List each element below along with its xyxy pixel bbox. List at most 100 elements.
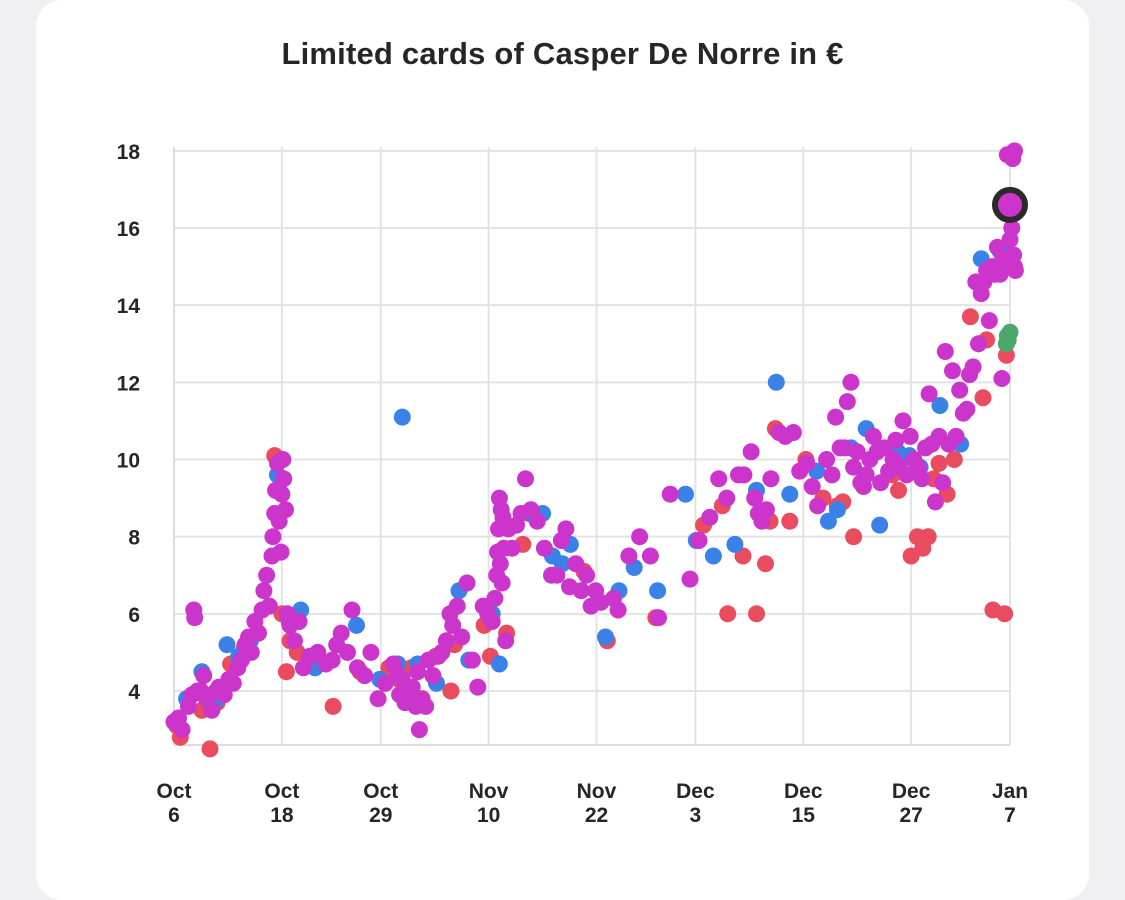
data-point-magenta [277,501,294,519]
data-point-magenta [453,628,471,646]
data-point-red [961,308,979,326]
data-point-red [277,663,295,681]
data-point-magenta [250,624,267,642]
data-point-magenta [528,512,546,530]
data-point-magenta [578,566,596,584]
data-point-magenta [258,566,276,584]
data-point-magenta [369,690,387,708]
y-tick-label: 18 [117,141,141,164]
data-point-magenta [483,613,501,630]
data-point-magenta [993,370,1011,387]
data-point-magenta [503,539,521,557]
data-point-blue [781,485,799,503]
data-point-magenta [901,427,919,445]
x-tick-label-month: Nov [469,780,509,803]
data-point-magenta [809,497,827,515]
data-point-magenta [735,466,753,484]
data-point-magenta [339,643,356,661]
y-tick-label: 12 [117,372,140,395]
y-tick-label: 4 [128,681,140,704]
data-point-magenta [356,667,374,685]
data-points [165,142,1028,758]
data-point-blue [819,512,837,530]
data-point-magenta [970,335,987,353]
data-point-magenta [242,643,260,661]
data-point-magenta [848,443,866,461]
data-point-magenta [620,547,638,565]
data-point-red [757,555,774,573]
y-tick-label: 8 [128,527,140,550]
data-point-magenta [762,470,780,488]
data-point-red [781,512,799,530]
data-point-red [845,528,863,546]
data-point-magenta [947,427,965,445]
tick-labels: 4681012141618Oct6Oct18Oct29Nov10Nov22Dec… [117,141,1028,827]
data-point-magenta [661,485,679,503]
data-point-magenta [609,601,627,619]
data-point-magenta [1004,150,1022,168]
data-point-magenta [273,485,291,503]
data-point-blue [218,636,236,654]
data-point-magenta [173,721,191,739]
series-magenta [165,142,1024,739]
x-tick-label-day: 10 [477,804,500,827]
data-point-blue [393,408,411,426]
data-point-blue [767,373,785,391]
y-tick-label: 10 [117,450,140,473]
data-point-blue [649,582,667,600]
data-point-magenta [944,362,961,380]
data-point-red [324,697,342,715]
x-tick-label-month: Dec [784,780,823,803]
grid-lines [173,147,1011,745]
data-point-magenta [215,686,233,704]
data-point-magenta [362,643,380,661]
data-point-magenta [934,474,952,492]
data-point-magenta [798,454,816,472]
chart-title: Limited cards of Casper De Norre in € [281,36,844,71]
x-tick-label-day: 22 [585,804,608,827]
data-point-magenta [203,701,221,719]
x-tick-label-month: Oct [156,780,191,803]
data-point-magenta [290,613,308,630]
data-point-magenta [980,312,998,330]
data-point-magenta [517,470,534,488]
data-point-magenta [493,574,511,592]
data-point-red [442,682,460,700]
data-point-magenta [332,624,350,642]
x-tick-label-day: 18 [270,804,294,827]
data-point-magenta [864,427,882,445]
data-point-magenta [469,678,487,696]
data-point-magenta [448,597,466,615]
x-tick-label-day: 15 [792,804,816,827]
data-point-magenta [572,582,590,600]
data-point-magenta [409,663,427,681]
x-tick-label-day: 3 [690,804,702,827]
data-point-magenta [920,385,938,403]
data-point-magenta [894,412,912,430]
x-tick-label-month: Oct [363,780,398,803]
data-point-magenta [838,393,856,411]
x-tick-label-month: Dec [676,780,715,803]
y-tick-label: 16 [117,218,140,241]
data-point-magenta [818,451,836,468]
data-point-blue [726,535,744,553]
data-point-magenta [710,470,728,488]
data-point-magenta [463,651,481,669]
x-tick-label-month: Nov [577,780,617,803]
data-point-blue [490,655,508,673]
x-tick-label-month: Jan [992,780,1028,803]
data-point-magenta [641,547,659,565]
data-point-blue [348,616,365,634]
data-point-blue [828,501,846,519]
data-point-blue [931,397,949,414]
data-point-magenta [557,520,575,538]
data-point-magenta [458,574,476,592]
data-point-green [999,331,1017,349]
x-tick-label-month: Oct [264,780,299,803]
data-point-magenta [913,470,931,488]
data-point-magenta [964,358,982,376]
data-point-magenta [376,674,394,692]
data-point-magenta [784,424,802,441]
data-point-red [890,481,907,499]
data-point-magenta [742,443,760,461]
